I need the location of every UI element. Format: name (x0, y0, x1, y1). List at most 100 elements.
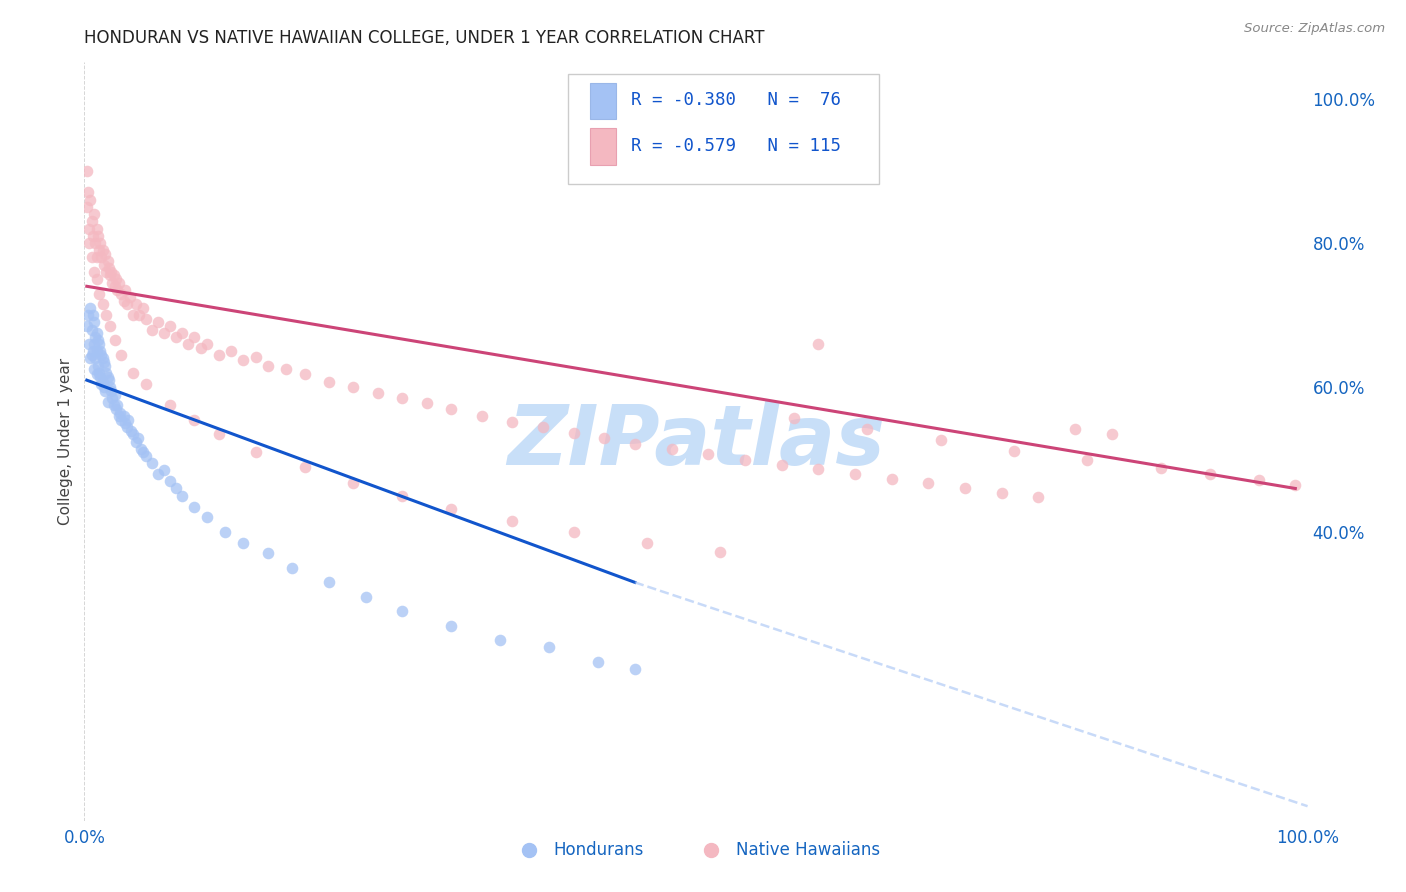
Point (624, 662, 647, 676)
Point (502, 514, 524, 528)
FancyBboxPatch shape (589, 83, 616, 120)
Point (232, 353, 254, 368)
Point (257, 359, 280, 373)
Point (1150, 461, 1173, 475)
Point (105, 399, 128, 413)
Point (83, 337, 105, 351)
Text: HONDURAN VS NATIVE HAWAIIAN COLLEGE, UNDER 1 YEAR CORRELATION CHART: HONDURAN VS NATIVE HAWAIIAN COLLEGE, UND… (84, 29, 765, 47)
Point (89, 344, 111, 359)
Point (94, 247, 117, 261)
Point (318, 375, 340, 389)
Point (122, 308, 145, 322)
Point (159, 318, 181, 333)
Point (135, 311, 157, 326)
Point (79, 351, 101, 366)
Point (82, 228, 104, 243)
Point (87, 334, 110, 348)
Point (1284, 478, 1306, 492)
Point (77, 186, 100, 200)
Point (624, 436, 647, 450)
Point (98, 318, 121, 333)
Point (1002, 444, 1025, 458)
Point (84, 351, 107, 366)
Point (661, 442, 683, 456)
Point (125, 434, 148, 449)
Point (91, 375, 114, 389)
Point (115, 420, 138, 434)
Point (89, 235, 111, 250)
Point (257, 546, 280, 560)
Point (953, 482, 976, 496)
Point (1028, 490, 1050, 504)
Point (440, 618, 463, 632)
Point (294, 368, 316, 382)
FancyBboxPatch shape (568, 74, 880, 184)
Point (132, 445, 155, 459)
Point (276, 362, 298, 376)
Point (118, 290, 141, 304)
Point (82, 344, 104, 359)
Point (86, 272, 108, 286)
Point (87, 228, 110, 243)
Point (83, 265, 105, 279)
Point (83, 207, 105, 221)
Point (101, 276, 124, 290)
Point (90, 376, 112, 391)
Legend: Hondurans, Native Hawaiians: Hondurans, Native Hawaiians (505, 834, 887, 865)
Point (100, 265, 122, 279)
Point (636, 535, 658, 549)
Point (101, 391, 124, 405)
Point (104, 387, 127, 401)
Point (86, 368, 108, 382)
Point (354, 590, 377, 604)
Point (114, 417, 136, 431)
Point (783, 410, 806, 425)
Point (208, 348, 231, 362)
Point (91, 297, 114, 311)
Point (1198, 467, 1220, 481)
Point (281, 561, 304, 575)
Point (844, 467, 866, 481)
Point (91, 351, 114, 366)
Point (110, 286, 132, 301)
Text: R = -0.579   N = 115: R = -0.579 N = 115 (631, 136, 841, 155)
Point (141, 456, 163, 470)
Point (172, 489, 194, 503)
Point (1101, 427, 1123, 442)
Point (79, 193, 101, 207)
Point (110, 348, 132, 362)
Point (96, 366, 118, 380)
Point (86, 326, 108, 341)
Point (112, 409, 135, 424)
Point (125, 297, 148, 311)
Point (709, 545, 731, 559)
Point (76, 200, 98, 214)
Point (165, 330, 187, 344)
Point (90, 348, 112, 362)
Point (770, 458, 793, 472)
Point (195, 510, 218, 524)
Point (122, 366, 145, 380)
Point (103, 399, 125, 413)
Point (190, 341, 212, 355)
Point (219, 344, 242, 359)
Point (146, 467, 169, 481)
Point (86, 251, 108, 265)
Point (77, 235, 100, 250)
Point (593, 431, 616, 445)
Point (489, 633, 512, 648)
Point (177, 337, 200, 351)
Point (87, 366, 110, 380)
Point (94, 359, 117, 373)
Point (697, 447, 720, 461)
Point (183, 330, 205, 344)
Y-axis label: College, Under 1 year: College, Under 1 year (58, 358, 73, 525)
Point (122, 427, 145, 442)
Point (100, 384, 122, 398)
Point (531, 420, 554, 434)
Point (80, 348, 103, 362)
Point (98, 268, 121, 283)
Point (107, 409, 129, 424)
Point (165, 482, 187, 496)
Point (76, 163, 98, 178)
